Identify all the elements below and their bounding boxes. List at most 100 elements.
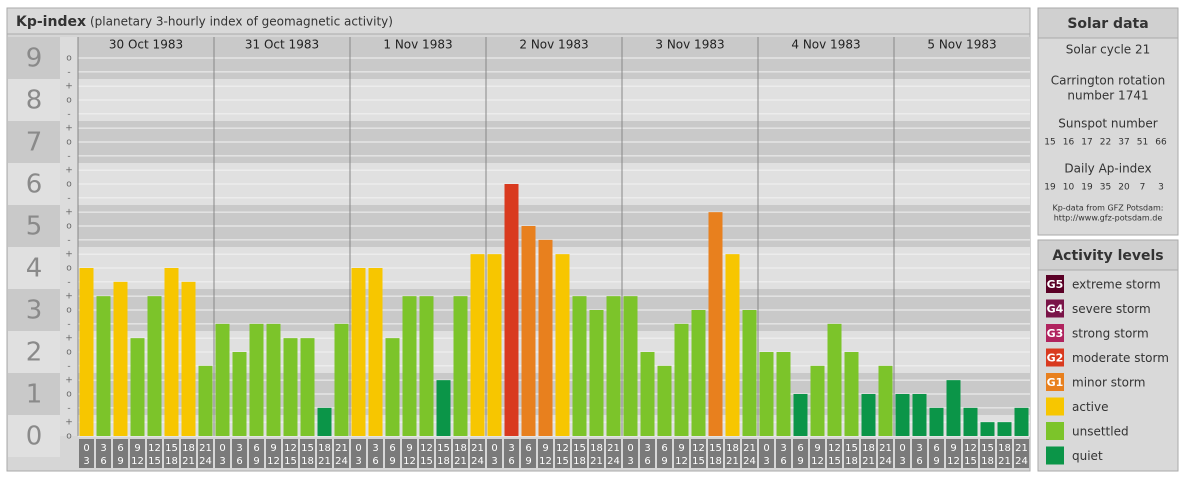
slot-start: 18 — [726, 443, 739, 454]
slot-end: 24 — [607, 456, 620, 467]
slot-start: 3 — [236, 443, 242, 454]
slot-box — [232, 439, 247, 468]
slot-end: 21 — [318, 456, 331, 467]
kp-bar — [164, 268, 179, 436]
slot-box — [827, 439, 842, 468]
carrington: Carrington rotation — [1051, 74, 1165, 88]
slot-box — [317, 439, 332, 468]
kp-bar — [793, 394, 808, 436]
slot-box — [657, 439, 672, 468]
kp-bar — [419, 296, 434, 436]
title: Kp-index — [16, 14, 86, 30]
y-tick-label: 6 — [26, 170, 43, 200]
kp-bar — [980, 422, 995, 436]
legend-heading-bar — [1037, 239, 1179, 271]
slot-box — [487, 439, 502, 468]
slot-box — [691, 439, 706, 468]
slot-end: 21 — [862, 456, 875, 467]
sunspot-value: 17 — [1081, 138, 1092, 148]
slot-box — [963, 439, 978, 468]
day-label: 2 Nov 1983 — [519, 38, 588, 52]
slot-start: 18 — [182, 443, 195, 454]
ap-label: Daily Ap-index — [1064, 162, 1151, 176]
slot-end: 3 — [627, 456, 633, 467]
minor-tick-label: o — [66, 138, 72, 148]
day-label: 1 Nov 1983 — [383, 38, 452, 52]
slot-start: 12 — [556, 443, 569, 454]
slot-end: 9 — [389, 456, 395, 467]
slot-end: 9 — [797, 456, 803, 467]
minor-tick-label: - — [67, 193, 70, 203]
slot-box — [198, 439, 213, 468]
slot-end: 21 — [182, 456, 195, 467]
slot-end: 18 — [709, 456, 722, 467]
slot-start: 9 — [814, 443, 820, 454]
legend-swatch — [1046, 446, 1064, 465]
slot-box — [164, 439, 179, 468]
kp-bar — [759, 352, 774, 436]
slot-start: 6 — [661, 443, 667, 454]
slot-start: 21 — [743, 443, 756, 454]
kp-bar — [861, 394, 876, 436]
legend-label: active — [1072, 400, 1108, 414]
slot-start: 3 — [644, 443, 650, 454]
slot-start: 12 — [420, 443, 433, 454]
slot-start: 15 — [573, 443, 586, 454]
slot-box — [980, 439, 995, 468]
slot-start: 0 — [83, 443, 89, 454]
slot-start: 6 — [525, 443, 531, 454]
slot-box — [351, 439, 366, 468]
slot-start: 21 — [879, 443, 892, 454]
minor-tick-label: o — [66, 180, 72, 190]
slot-box — [708, 439, 723, 468]
slot-box — [79, 439, 94, 468]
sunspot-value: 51 — [1137, 138, 1148, 148]
legend-badge: G2 — [1047, 352, 1064, 365]
slot-box — [96, 439, 111, 468]
legend-swatch — [1046, 397, 1064, 416]
kp-bar — [606, 296, 621, 436]
sunspot-value: 37 — [1118, 138, 1129, 148]
slot-start: 15 — [709, 443, 722, 454]
kp-bar — [929, 407, 944, 436]
kp-bar — [1014, 407, 1029, 436]
slot-end: 18 — [301, 456, 314, 467]
slot-start: 0 — [627, 443, 633, 454]
slot-start: 18 — [318, 443, 331, 454]
day-label: 5 Nov 1983 — [927, 38, 996, 52]
slot-box — [334, 439, 349, 468]
ap-value: 10 — [1063, 183, 1075, 193]
slot-end: 18 — [437, 456, 450, 467]
slot-start: 3 — [372, 443, 378, 454]
slot-end: 3 — [763, 456, 769, 467]
y-label-band — [8, 247, 60, 289]
sunspot-value: 16 — [1063, 138, 1075, 148]
slot-end: 6 — [100, 456, 106, 467]
slot-box — [436, 439, 451, 468]
kp-bar — [810, 365, 825, 436]
slot-box — [878, 439, 893, 468]
slot-end: 15 — [828, 456, 841, 467]
legend-label: strong storm — [1072, 327, 1149, 341]
slot-box — [504, 439, 519, 468]
slot-end: 9 — [117, 456, 123, 467]
slot-start: 15 — [981, 443, 994, 454]
slot-start: 0 — [219, 443, 225, 454]
slot-box — [861, 439, 876, 468]
slot-end: 6 — [372, 456, 378, 467]
ap-value: 35 — [1100, 183, 1111, 193]
kp-bar — [691, 310, 706, 436]
slot-end: 15 — [964, 456, 977, 467]
slot-box — [470, 439, 485, 468]
slot-box — [181, 439, 196, 468]
minor-tick-label: + — [65, 208, 73, 218]
kp-bar — [470, 254, 485, 436]
legend-badge: G4 — [1047, 303, 1064, 316]
slot-end: 21 — [726, 456, 739, 467]
slot-end: 24 — [1015, 456, 1028, 467]
legend-heading: Activity levels — [1052, 248, 1163, 264]
legend-label: unsettled — [1072, 425, 1129, 439]
kp-bar — [130, 338, 145, 436]
kp-bar — [708, 212, 723, 436]
minor-tick-label: o — [66, 54, 72, 64]
